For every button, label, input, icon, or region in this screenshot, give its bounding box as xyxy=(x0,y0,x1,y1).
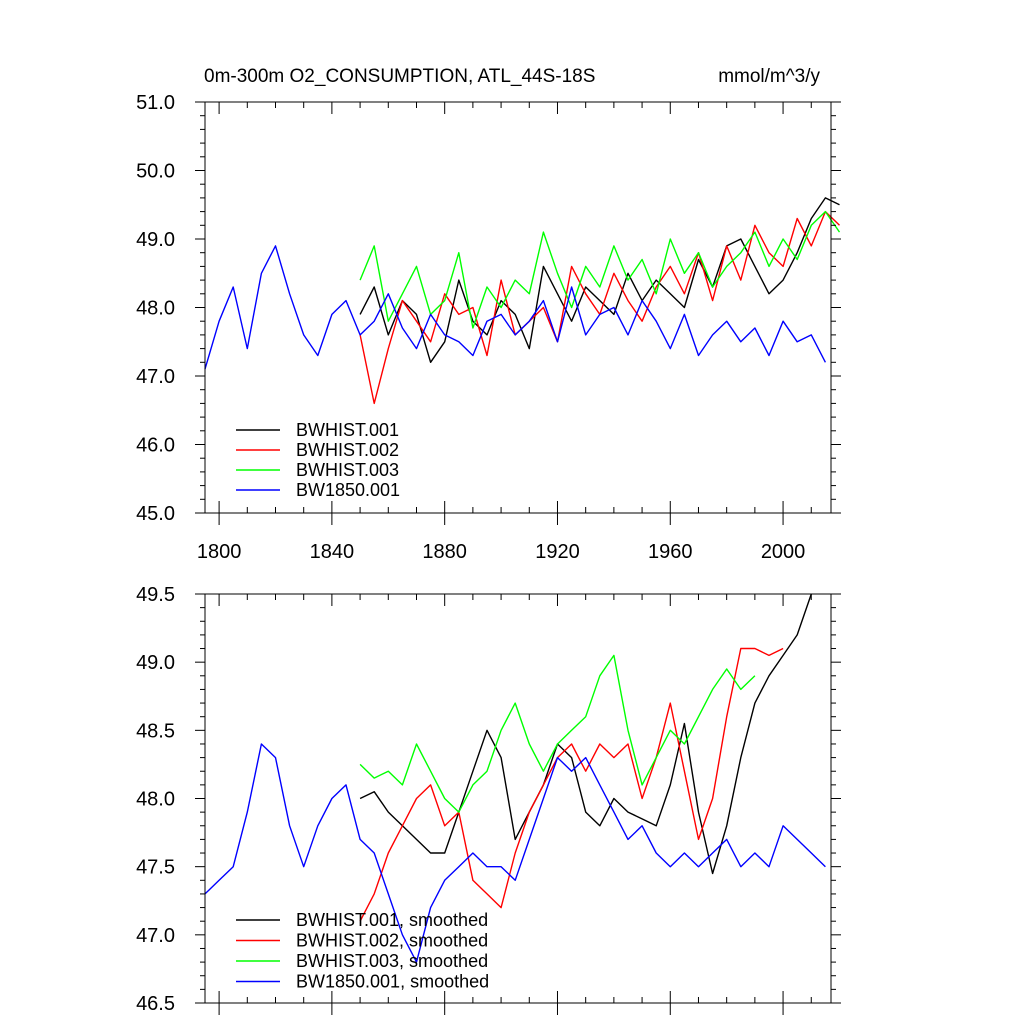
top-legend-label-3: BWHIST.003 xyxy=(296,460,399,480)
top-x-tick-label: 1880 xyxy=(422,541,467,563)
bottom-y-tick-label: 49.5 xyxy=(136,584,175,606)
bottom-y-tick-label: 48.0 xyxy=(136,789,175,811)
top-y-tick-label: 51.0 xyxy=(136,92,175,114)
top-x-tick-label: 2000 xyxy=(761,541,806,563)
top-y-tick-label: 47.0 xyxy=(136,366,175,388)
bottom-legend-label-1: BWHIST.001, smoothed xyxy=(296,910,488,930)
top-series-line-3 xyxy=(359,210,841,329)
top-legend-label-1: BWHIST.001 xyxy=(296,420,399,440)
bottom-series-line-4 xyxy=(204,743,826,963)
top-y-tick-label: 50.0 xyxy=(136,161,175,183)
bottom-panel: 46.5 47.0 47.5 48.0 48.5 49.0 49.5 BWHIST.001,… xyxy=(136,584,841,1015)
bottom-y-tick-label: 46.5 xyxy=(136,993,175,1015)
bottom-y-tick-label: 48.5 xyxy=(136,720,175,742)
top-series-group xyxy=(204,197,841,405)
chart-title: 0m-300m O2_CONSUMPTION, ATL_44S-18S xyxy=(204,66,595,87)
bottom-legend-label-4: BW1850.001, smoothed xyxy=(296,972,489,992)
top-series-line-2 xyxy=(359,210,840,405)
bottom-legend-label-3: BWHIST.003, smoothed xyxy=(296,951,488,971)
top-series-line-4 xyxy=(204,245,827,370)
top-axes: 1800 1840 1880 1920 1960 2000 45.0 46.0 47.0 48.0… xyxy=(136,92,841,563)
top-y-tick-label: 46.0 xyxy=(136,435,175,457)
top-x-tick-label: 1840 xyxy=(310,541,355,563)
top-y-tick-label: 45.0 xyxy=(136,503,175,525)
top-x-tick-label: 1960 xyxy=(648,541,693,563)
top-legend-label-2: BWHIST.002 xyxy=(296,440,399,460)
top-legend-label-4: BW1850.001 xyxy=(296,480,400,500)
bottom-legend-label-2: BWHIST.002, smoothed xyxy=(296,931,488,951)
bottom-y-tick-label: 49.0 xyxy=(136,652,175,674)
bottom-series-line-3 xyxy=(359,654,756,813)
top-x-tick-label: 1920 xyxy=(535,541,580,563)
top-y-tick-label: 48.0 xyxy=(136,298,175,320)
top-series-line-1 xyxy=(359,197,840,363)
bottom-y-tick-label: 47.5 xyxy=(136,857,175,879)
bottom-series-group xyxy=(204,593,826,963)
top-x-tick-label: 1800 xyxy=(197,541,242,563)
bottom-series-line-2 xyxy=(359,647,784,922)
units-label: mmol/m^3/y xyxy=(718,66,820,87)
top-y-tick-label: 49.0 xyxy=(136,229,175,251)
bottom-axes: 46.5 47.0 47.5 48.0 48.5 49.0 49.5 xyxy=(136,584,841,1015)
bottom-series-line-1 xyxy=(359,593,812,875)
top-panel: 0m-300m O2_CONSUMPTION, ATL_44S-18S mmol… xyxy=(136,66,841,563)
bottom-y-tick-label: 47.0 xyxy=(136,925,175,947)
